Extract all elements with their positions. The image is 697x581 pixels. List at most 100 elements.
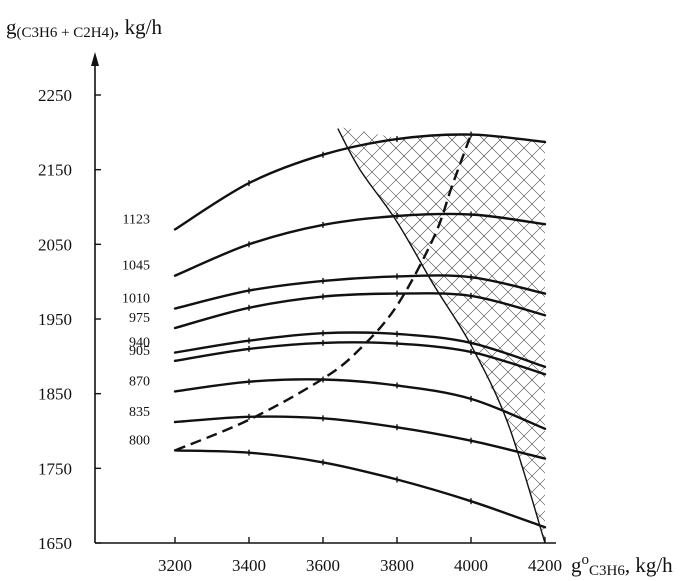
hatch-line xyxy=(337,126,545,543)
hatch-line xyxy=(0,0,32,581)
series-line-870 xyxy=(173,378,547,430)
hatch-line xyxy=(0,0,16,581)
x-axis-title-superscript: o xyxy=(582,552,590,568)
hatch-line xyxy=(337,126,545,543)
hatch-line xyxy=(552,0,697,581)
series-label: 940 xyxy=(129,336,150,351)
x-axis-title-prefix: g xyxy=(571,553,582,577)
hatch-line xyxy=(337,126,545,543)
hatch-line xyxy=(487,126,545,543)
hatch-line xyxy=(568,0,697,581)
hatch-line xyxy=(0,0,176,581)
hatch-line xyxy=(337,126,545,543)
series-line-940 xyxy=(173,331,547,368)
hatch-line xyxy=(680,0,697,581)
y-axis-title-subscript: (C3H6 + C2H4) xyxy=(17,25,115,41)
hatch-line xyxy=(455,126,545,543)
y-axis-arrow xyxy=(91,52,99,66)
hatch-line xyxy=(337,126,545,543)
y-tick-label: 2150 xyxy=(38,161,72,180)
hatch-line xyxy=(680,0,697,581)
hatch-line xyxy=(0,0,144,581)
hatch-line xyxy=(648,0,697,581)
hatch-line xyxy=(487,126,545,543)
hatch-line xyxy=(337,126,545,543)
hatch-line xyxy=(337,126,545,543)
hatch-line xyxy=(337,126,545,543)
hatch-line xyxy=(337,126,545,543)
series-line-800 xyxy=(173,449,547,529)
hatch-line xyxy=(337,126,545,543)
series-label: 975 xyxy=(129,311,150,326)
hatch-line xyxy=(0,0,208,581)
series-line-835 xyxy=(173,415,547,460)
x-tick-label: 4000 xyxy=(454,556,488,575)
hatch-line xyxy=(0,0,176,581)
hatch-line xyxy=(337,126,545,543)
hatch-line xyxy=(337,126,545,543)
hatch-line xyxy=(337,126,545,543)
series-label: 835 xyxy=(129,405,150,420)
hatch-line xyxy=(337,126,545,543)
hatch-line xyxy=(337,126,545,543)
hatch-line xyxy=(337,126,545,543)
hatch-line xyxy=(337,126,545,543)
hatch-line xyxy=(616,0,697,581)
series-line-975 xyxy=(173,292,547,330)
hatch-line xyxy=(337,126,481,543)
hatch-line xyxy=(423,126,545,543)
x-axis-title-suffix: , kg/h xyxy=(625,553,673,577)
hatch-line xyxy=(439,126,545,543)
series-label: 1123 xyxy=(123,212,150,227)
hatch-line xyxy=(0,0,208,581)
hatch-line xyxy=(337,126,545,543)
series-line-1123 xyxy=(173,133,547,231)
hatch-line xyxy=(600,0,697,581)
hatch-line xyxy=(337,126,545,543)
hatch-line xyxy=(519,126,545,543)
hatch-line xyxy=(632,0,697,581)
constraint-line xyxy=(337,128,546,544)
hatch-line xyxy=(337,126,545,543)
hatch-line xyxy=(423,126,545,543)
y-tick-label: 1650 xyxy=(38,534,72,553)
hatch-line xyxy=(343,126,545,543)
hatch-line xyxy=(0,0,240,581)
hatch-line xyxy=(337,126,545,543)
y-tick-label: 1750 xyxy=(38,459,72,478)
hatch-line xyxy=(337,126,545,543)
hatch-line xyxy=(552,0,697,581)
hatch-line xyxy=(337,126,545,543)
hatch-line xyxy=(337,126,545,543)
hatch-line xyxy=(337,126,545,543)
hatch-line xyxy=(0,0,160,581)
hatch-line xyxy=(337,126,545,543)
hatch-line xyxy=(535,126,545,543)
hatch-line xyxy=(337,126,545,543)
x-tick-label: 3400 xyxy=(232,556,266,575)
hatch-line xyxy=(664,0,697,581)
series-label: 1010 xyxy=(122,292,150,307)
hatch-line xyxy=(337,126,545,543)
hatch-line xyxy=(584,0,697,581)
y-tick-label: 2050 xyxy=(38,235,72,254)
y-axis-title-suffix: , kg/h xyxy=(114,15,162,39)
hatch-line xyxy=(337,126,545,543)
hatch-line xyxy=(600,0,697,581)
series-line-1045 xyxy=(173,212,547,277)
hatch-line xyxy=(535,126,545,543)
hatch-line xyxy=(568,0,697,581)
hatch-line xyxy=(337,126,545,543)
hatch-line xyxy=(0,0,16,581)
hatch-line xyxy=(337,126,545,543)
hatch-line xyxy=(337,126,545,543)
hatch-line xyxy=(0,0,32,581)
hatch-line xyxy=(0,0,224,581)
hatch-line xyxy=(0,0,224,581)
hatch-line xyxy=(648,0,697,581)
hatch-line xyxy=(337,126,545,543)
optimum-line xyxy=(174,134,473,452)
hatch-line xyxy=(343,126,545,543)
